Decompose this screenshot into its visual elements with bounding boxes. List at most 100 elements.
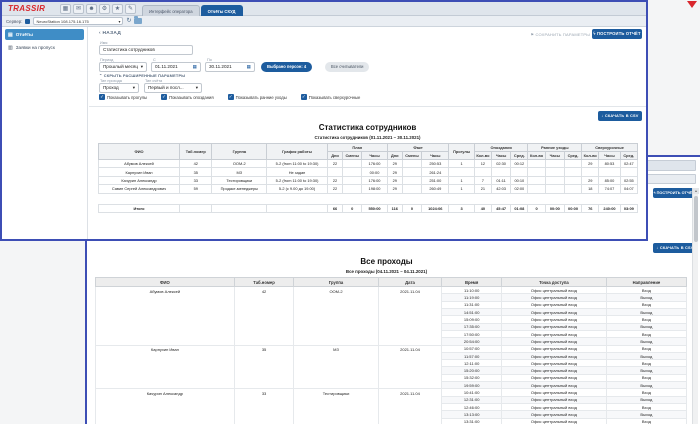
cell: 29 <box>387 168 402 176</box>
pass-type-select[interactable]: Проход ▾ <box>99 83 139 93</box>
cell: 550:00 <box>362 204 387 212</box>
calendar-icon[interactable]: ▦ <box>247 63 251 71</box>
scrollbar[interactable]: ▲ <box>692 188 698 424</box>
cell: 40 <box>474 204 491 212</box>
access-point: Офис центральный вход <box>501 382 606 389</box>
pass-date: 2021.11.04 <box>378 389 442 424</box>
stats-total-row: Итого660550:0011601024:0634045:4701:0800… <box>99 204 638 212</box>
access-point: Офис центральный вход <box>501 294 606 301</box>
pass-time: 12:46:00 <box>442 403 502 410</box>
settings-icon[interactable]: ⚙ <box>99 4 110 14</box>
selected-persons-button[interactable]: Выбрано персон: 4 <box>261 62 312 72</box>
direction: Вход <box>606 301 686 308</box>
favorites-icon[interactable]: ★ <box>112 4 123 14</box>
cell: Продакт-менеджеры <box>212 185 267 193</box>
cell: МЗ <box>212 168 267 176</box>
build-report-button[interactable]: ϟ ПОСТРОИТЬ ОТЧЁТ <box>653 188 695 198</box>
all-readers-button[interactable]: Все считыватели <box>325 62 369 72</box>
date-from-input[interactable]: 01.11.2021 ▦ <box>151 62 201 72</box>
cell: 02:55 <box>620 176 637 184</box>
pass-time: 13:13:00 <box>442 411 502 418</box>
scroll-up-icon[interactable]: ▲ <box>693 188 699 194</box>
checkbox-1[interactable]: ✓Показывать опоздания <box>161 94 214 100</box>
cell: 02:30 <box>492 160 511 168</box>
period-select[interactable]: Прошлый месяц ▾ <box>99 62 147 72</box>
direction: Выход <box>606 352 686 359</box>
cell: 74:07 <box>599 185 620 193</box>
cell <box>402 160 421 168</box>
column-header: Сверхурочные <box>582 144 638 152</box>
direction: Выход <box>606 338 686 345</box>
cell <box>564 160 581 168</box>
column-header: Группа <box>212 144 267 160</box>
badge-icon: ▥ <box>8 45 13 51</box>
column-subheader: Кол-во <box>582 152 599 160</box>
folder-icon[interactable] <box>134 18 142 24</box>
checkbox-label: Показывать опоздания <box>169 95 214 100</box>
scrollbar-thumb[interactable] <box>694 196 698 242</box>
build-report-button[interactable]: ϟ ПОСТРОИТЬ ОТЧЁТ <box>592 29 642 39</box>
download-csv-button[interactable]: ↓ СКАЧАТЬ В CSV <box>598 111 642 121</box>
app-toolbar: TRASSIR ▦✉☻⚙★✎ Интерфейс оператораОтчёты… <box>2 2 646 16</box>
report-content: ‹ НАЗАД ⚑ СОХРАНИТЬ ПАРАМЕТРЫ ϟ ПОСТРОИТ… <box>89 27 646 239</box>
app-tab[interactable]: Интерфейс оператора <box>142 5 200 16</box>
back-link[interactable]: ‹ НАЗАД <box>99 31 121 36</box>
server-select[interactable]: NeuroStation 108.175.16.175 ▾ <box>33 17 123 25</box>
chat-icon[interactable]: ✉ <box>73 4 84 14</box>
cell <box>474 168 491 176</box>
column-header: Дата <box>378 278 442 287</box>
cell <box>511 168 528 176</box>
cell: 250:53 <box>422 160 449 168</box>
sidebar-item-1[interactable]: ▥Заявки на пропуск <box>5 42 84 53</box>
cell <box>212 204 267 212</box>
cell <box>343 185 362 193</box>
access-point: Офис центральный вход <box>501 287 606 294</box>
column-header: Прогулы <box>449 144 474 160</box>
server-bar: Сервер: NeuroStation 108.175.16.175 ▾ ↻ <box>2 16 646 27</box>
access-point: Офис центральный вход <box>501 367 606 374</box>
report-name-input[interactable]: Статистика сотрудников <box>99 45 193 55</box>
alert-triangle-icon[interactable] <box>687 1 697 8</box>
checkbox-2[interactable]: ✓Показывать ранние уходы <box>228 94 287 100</box>
cell <box>267 204 328 212</box>
pass-time: 15:20:00 <box>442 367 502 374</box>
column-subheader: Сред. <box>564 152 581 160</box>
column-subheader: Часы <box>545 152 564 160</box>
save-params-link[interactable]: ⚑ СОХРАНИТЬ ПАРАМЕТРЫ <box>530 32 590 37</box>
column-header: Ранние уходы <box>528 144 582 152</box>
calendar-icon[interactable]: ▦ <box>193 63 197 71</box>
checkbox-label: Показывать сверхурочные <box>309 95 361 100</box>
access-point: Офис центральный вход <box>501 301 606 308</box>
column-subheader: Сред. <box>620 152 637 160</box>
cell <box>327 168 342 176</box>
app-tab[interactable]: Отчёты СКУД <box>201 5 243 16</box>
column-header: Таб.номер <box>180 144 212 160</box>
download-csv-button[interactable]: ↓ СКАЧАТЬ В CSV <box>653 243 697 253</box>
access-point: Офис центральный вход <box>501 309 606 316</box>
count-type-select[interactable]: Первый и посл... ▾ <box>144 83 202 93</box>
direction: Вход <box>606 403 686 410</box>
pass-time: 17:50:00 <box>442 330 502 337</box>
sidebar-item-0[interactable]: ▤Отчёты <box>5 29 84 40</box>
cell <box>402 168 421 176</box>
cell <box>564 168 581 176</box>
advanced-params-toggle[interactable]: ⌃ СКРЫТЬ РАСШИРЕННЫЕ ПАРАМЕТРЫ <box>99 73 185 78</box>
pass-time: 15:09:00 <box>442 316 502 323</box>
checkbox-3[interactable]: ✓Показывать сверхурочные <box>301 94 361 100</box>
screens-icon[interactable]: ▦ <box>60 4 71 14</box>
stats-row: Карпухин Иван35МЗНе задан00:0029261:24 <box>99 168 638 176</box>
checkbox-0[interactable]: ✓Показывать прогулы <box>99 94 147 100</box>
access-point: Офис центральный вход <box>501 411 606 418</box>
cell <box>564 185 581 193</box>
user-icon[interactable]: ☻ <box>86 4 97 14</box>
cell: 3 <box>449 204 474 212</box>
cell: 22 <box>327 160 342 168</box>
cell: 66 <box>327 204 342 212</box>
spacer-row <box>99 193 638 204</box>
notes-icon[interactable]: ✎ <box>125 4 136 14</box>
direction: Выход <box>606 309 686 316</box>
refresh-icon[interactable]: ↻ <box>126 17 131 25</box>
column-header: Опоздания <box>474 144 528 152</box>
date-to-input[interactable]: 30.11.2021 ▦ <box>205 62 255 72</box>
tab-number: 35 <box>234 345 294 389</box>
